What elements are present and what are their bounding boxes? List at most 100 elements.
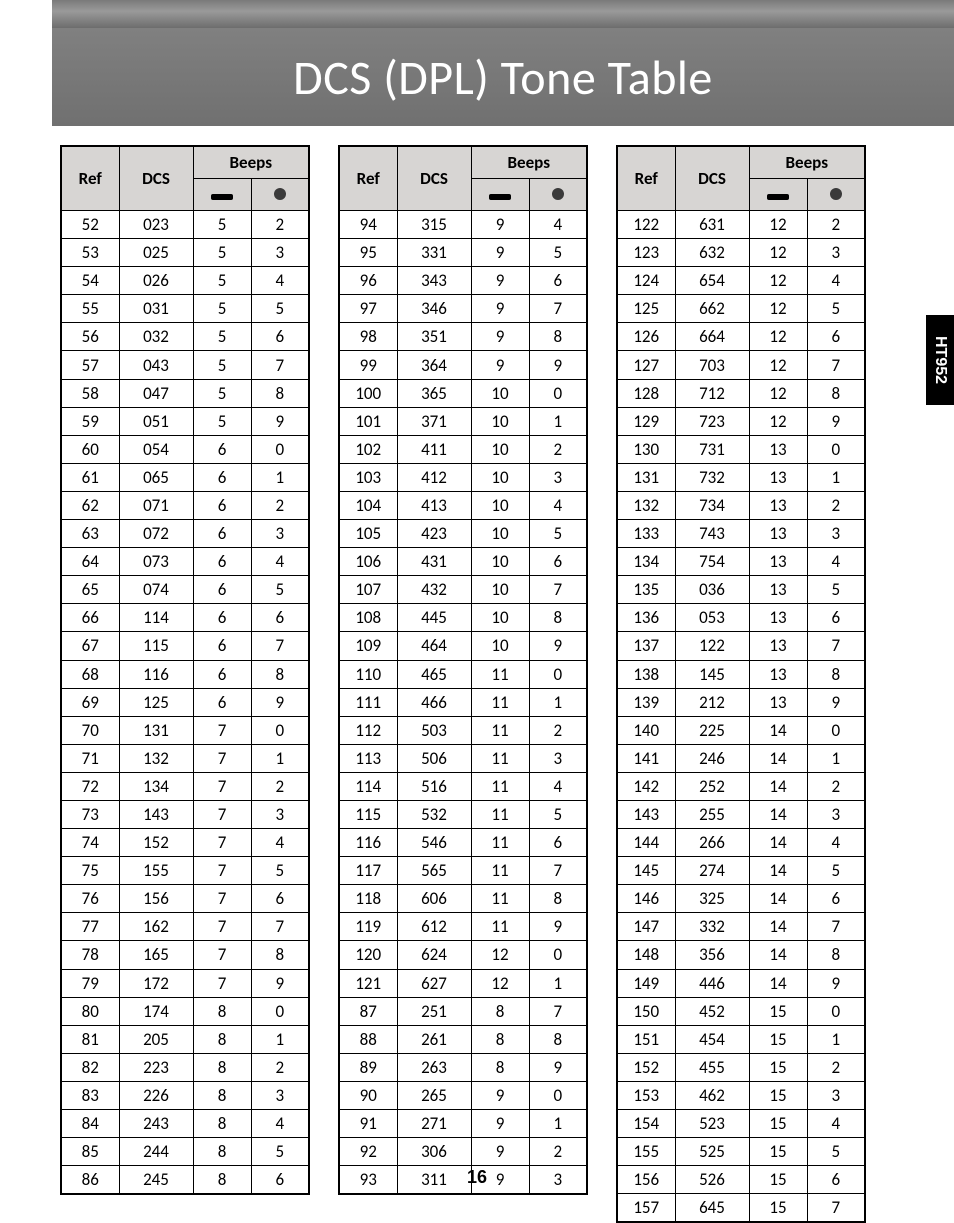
table-row: 155525155 bbox=[617, 1138, 865, 1166]
cell-dcs: 452 bbox=[675, 997, 749, 1025]
table-row: 143255143 bbox=[617, 800, 865, 828]
cell-beep-dot: 1 bbox=[529, 407, 587, 435]
cell-beep-dot: 6 bbox=[251, 885, 309, 913]
side-tab-label: HT952 bbox=[931, 336, 949, 384]
tone-table-3: Ref DCS Beeps 12263112212363212312465412… bbox=[616, 145, 866, 1223]
cell-beep-dash: 13 bbox=[749, 660, 807, 688]
cell-ref: 150 bbox=[617, 997, 675, 1025]
cell-beep-dash: 5 bbox=[193, 295, 251, 323]
cell-ref: 133 bbox=[617, 520, 675, 548]
cell-dcs: 271 bbox=[397, 1110, 471, 1138]
cell-beep-dot: 8 bbox=[529, 885, 587, 913]
cell-ref: 151 bbox=[617, 1025, 675, 1053]
table-row: 6106561 bbox=[61, 463, 309, 491]
table-row: 151454151 bbox=[617, 1025, 865, 1053]
table-row: 8424384 bbox=[61, 1110, 309, 1138]
cell-beep-dash: 12 bbox=[749, 407, 807, 435]
cell-beep-dot: 8 bbox=[251, 941, 309, 969]
cell-beep-dash: 5 bbox=[193, 211, 251, 239]
table-row: 132734132 bbox=[617, 491, 865, 519]
cell-dcs: 343 bbox=[397, 267, 471, 295]
cell-dcs: 131 bbox=[119, 716, 193, 744]
cell-beep-dash: 12 bbox=[471, 969, 529, 997]
cell-beep-dot: 8 bbox=[807, 941, 865, 969]
cell-beep-dash: 8 bbox=[193, 1110, 251, 1138]
table-row: 8826188 bbox=[339, 1025, 587, 1053]
table-row: 6005460 bbox=[61, 435, 309, 463]
cell-beep-dash: 9 bbox=[471, 295, 529, 323]
table-row: 7314373 bbox=[61, 800, 309, 828]
cell-beep-dash: 6 bbox=[193, 463, 251, 491]
table-row: 6207162 bbox=[61, 491, 309, 519]
table-row: 8322683 bbox=[61, 1081, 309, 1109]
cell-beep-dot: 7 bbox=[807, 913, 865, 941]
table-row: 122631122 bbox=[617, 211, 865, 239]
cell-ref: 113 bbox=[339, 744, 397, 772]
table-row: 137122137 bbox=[617, 632, 865, 660]
table-row: 157645157 bbox=[617, 1194, 865, 1223]
table-row: 7615676 bbox=[61, 885, 309, 913]
cell-beep-dot: 5 bbox=[529, 239, 587, 267]
cell-dcs: 624 bbox=[397, 941, 471, 969]
cell-beep-dot: 8 bbox=[807, 379, 865, 407]
cell-dcs: 662 bbox=[675, 295, 749, 323]
cell-beep-dot: 0 bbox=[807, 716, 865, 744]
table-row: 6611466 bbox=[61, 604, 309, 632]
table-row: 111466111 bbox=[339, 688, 587, 716]
cell-beep-dot: 1 bbox=[251, 463, 309, 491]
cell-dcs: 162 bbox=[119, 913, 193, 941]
cell-beep-dash: 5 bbox=[193, 407, 251, 435]
cell-ref: 56 bbox=[61, 323, 119, 351]
cell-ref: 148 bbox=[617, 941, 675, 969]
cell-beep-dash: 7 bbox=[193, 772, 251, 800]
top-decorative-bar bbox=[52, 0, 954, 28]
cell-ref: 90 bbox=[339, 1081, 397, 1109]
cell-dcs: 155 bbox=[119, 857, 193, 885]
cell-beep-dot: 5 bbox=[251, 1138, 309, 1166]
cell-beep-dash: 5 bbox=[193, 323, 251, 351]
cell-ref: 68 bbox=[61, 660, 119, 688]
table-row: 5503155 bbox=[61, 295, 309, 323]
cell-ref: 141 bbox=[617, 744, 675, 772]
table-row: 7415274 bbox=[61, 829, 309, 857]
cell-ref: 108 bbox=[339, 604, 397, 632]
cell-dcs: 073 bbox=[119, 548, 193, 576]
table-row: 115532115 bbox=[339, 800, 587, 828]
cell-beep-dash: 10 bbox=[471, 379, 529, 407]
cell-beep-dot: 3 bbox=[251, 520, 309, 548]
table-row: 7013170 bbox=[61, 716, 309, 744]
cell-beep-dot: 6 bbox=[807, 323, 865, 351]
cell-dcs: 516 bbox=[397, 772, 471, 800]
cell-ref: 97 bbox=[339, 295, 397, 323]
table-row: 8926389 bbox=[339, 1053, 587, 1081]
cell-dcs: 532 bbox=[397, 800, 471, 828]
cell-ref: 140 bbox=[617, 716, 675, 744]
cell-dcs: 143 bbox=[119, 800, 193, 828]
cell-beep-dash: 8 bbox=[193, 997, 251, 1025]
cell-beep-dot: 0 bbox=[529, 941, 587, 969]
cell-ref: 80 bbox=[61, 997, 119, 1025]
cell-dcs: 072 bbox=[119, 520, 193, 548]
header-ref: Ref bbox=[617, 146, 675, 211]
cell-beep-dash: 10 bbox=[471, 632, 529, 660]
cell-beep-dot: 7 bbox=[807, 632, 865, 660]
table-row: 5603256 bbox=[61, 323, 309, 351]
cell-beep-dash: 7 bbox=[193, 913, 251, 941]
cell-beep-dot: 4 bbox=[807, 829, 865, 857]
table-row: 8222382 bbox=[61, 1053, 309, 1081]
cell-dcs: 263 bbox=[397, 1053, 471, 1081]
cell-beep-dash: 6 bbox=[193, 491, 251, 519]
table-row: 148356148 bbox=[617, 941, 865, 969]
cell-beep-dot: 0 bbox=[807, 997, 865, 1025]
cell-beep-dot: 3 bbox=[529, 463, 587, 491]
table-row: 154523154 bbox=[617, 1110, 865, 1138]
cell-dcs: 036 bbox=[675, 576, 749, 604]
table-row: 136053136 bbox=[617, 604, 865, 632]
cell-beep-dot: 1 bbox=[251, 744, 309, 772]
header-dcs: DCS bbox=[397, 146, 471, 211]
cell-beep-dash: 9 bbox=[471, 211, 529, 239]
cell-dcs: 074 bbox=[119, 576, 193, 604]
cell-beep-dash: 8 bbox=[471, 1053, 529, 1081]
cell-beep-dash: 12 bbox=[749, 295, 807, 323]
cell-beep-dot: 7 bbox=[807, 351, 865, 379]
